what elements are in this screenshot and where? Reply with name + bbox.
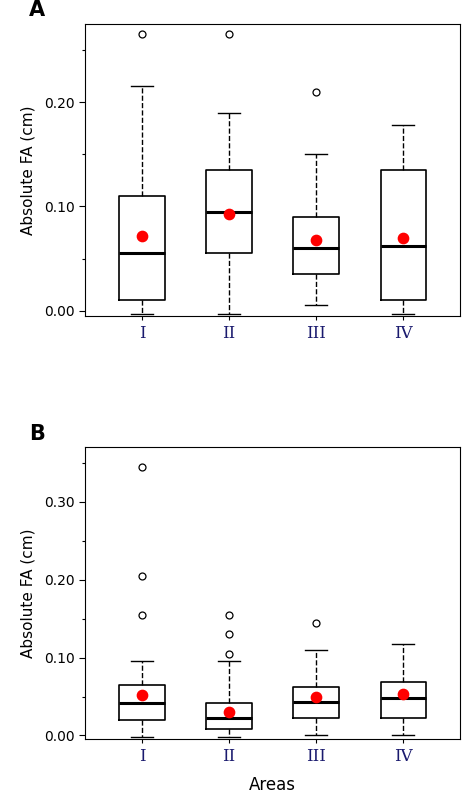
Point [400, 688, 407, 700]
Point [225, 706, 233, 719]
Y-axis label: Absolute FA (cm): Absolute FA (cm) [21, 105, 36, 235]
Point [312, 690, 320, 703]
X-axis label: Areas: Areas [249, 777, 296, 794]
Point [138, 688, 146, 701]
Point [312, 234, 320, 246]
Point [400, 231, 407, 244]
Point [225, 207, 233, 220]
Text: A: A [29, 1, 46, 21]
Point [138, 229, 146, 242]
Y-axis label: Absolute FA (cm): Absolute FA (cm) [21, 529, 36, 658]
Text: B: B [29, 424, 45, 444]
